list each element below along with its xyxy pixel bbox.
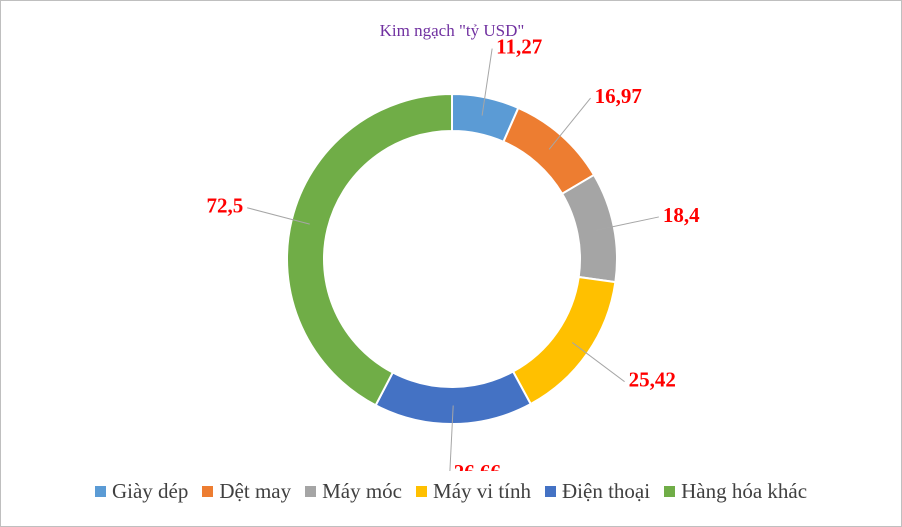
legend-swatch xyxy=(664,486,676,497)
leader-line xyxy=(572,342,625,383)
leader-line xyxy=(595,216,659,231)
data-label: 16,97 xyxy=(595,84,642,108)
legend: Giày dép Dệt may Máy móc Máy vi tính Điện th… xyxy=(1,479,901,504)
legend-label: Dệt may xyxy=(219,479,292,503)
legend-item: Máy vi tính xyxy=(416,479,531,504)
legend-swatch xyxy=(416,486,428,497)
data-label: 11,27 xyxy=(496,34,542,58)
legend-item: Máy móc xyxy=(305,479,402,504)
data-label: 72,5 xyxy=(206,194,243,218)
legend-swatch xyxy=(545,486,557,497)
chart: Kim ngạch "tỷ USD" 11,27 16,97 18,4 25,42 26… xyxy=(206,21,700,471)
donut-slice xyxy=(286,92,453,407)
legend-label: Hàng hóa khác xyxy=(681,479,808,503)
legend-item: Dệt may xyxy=(202,479,291,504)
data-label: 18,4 xyxy=(663,203,700,227)
legend-label: Giày dép xyxy=(111,479,189,503)
leader-line xyxy=(548,97,591,150)
donut-slice xyxy=(511,275,617,406)
data-label: 26,66 xyxy=(454,460,501,471)
donut-slice xyxy=(374,370,533,425)
donut-slice xyxy=(502,106,596,196)
legend-label: Máy móc xyxy=(322,479,403,503)
leader-line xyxy=(449,405,454,471)
legend-item: Giày dép xyxy=(94,479,189,504)
legend-label: Điện thoại xyxy=(562,479,651,503)
legend-item: Hàng hóa khác xyxy=(664,479,807,504)
leader-line xyxy=(481,48,493,116)
legend-label: Máy vi tính xyxy=(433,479,532,503)
legend-item: Điện thoại xyxy=(545,479,650,504)
leader-line xyxy=(247,207,310,225)
data-label: 25,42 xyxy=(629,367,676,391)
legend-swatch xyxy=(305,486,317,497)
chart-title: Kim ngạch "tỷ USD" xyxy=(380,21,525,40)
donut-slice xyxy=(560,173,618,284)
legend-swatch xyxy=(94,486,106,497)
legend-swatch xyxy=(202,486,214,497)
